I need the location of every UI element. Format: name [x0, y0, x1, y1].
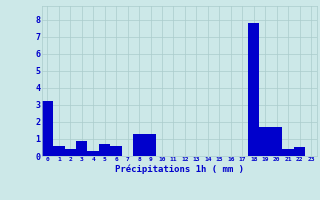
Bar: [76, 141, 87, 156]
Bar: [87, 151, 99, 156]
Bar: [65, 149, 76, 156]
Bar: [282, 149, 294, 156]
Bar: [145, 134, 156, 156]
Bar: [53, 146, 65, 156]
Bar: [248, 23, 260, 156]
X-axis label: Précipitations 1h ( mm ): Précipitations 1h ( mm ): [115, 164, 244, 174]
Bar: [99, 144, 110, 156]
Bar: [42, 101, 53, 156]
Bar: [133, 134, 145, 156]
Bar: [260, 127, 271, 156]
Bar: [110, 146, 122, 156]
Bar: [294, 147, 305, 156]
Bar: [271, 127, 282, 156]
